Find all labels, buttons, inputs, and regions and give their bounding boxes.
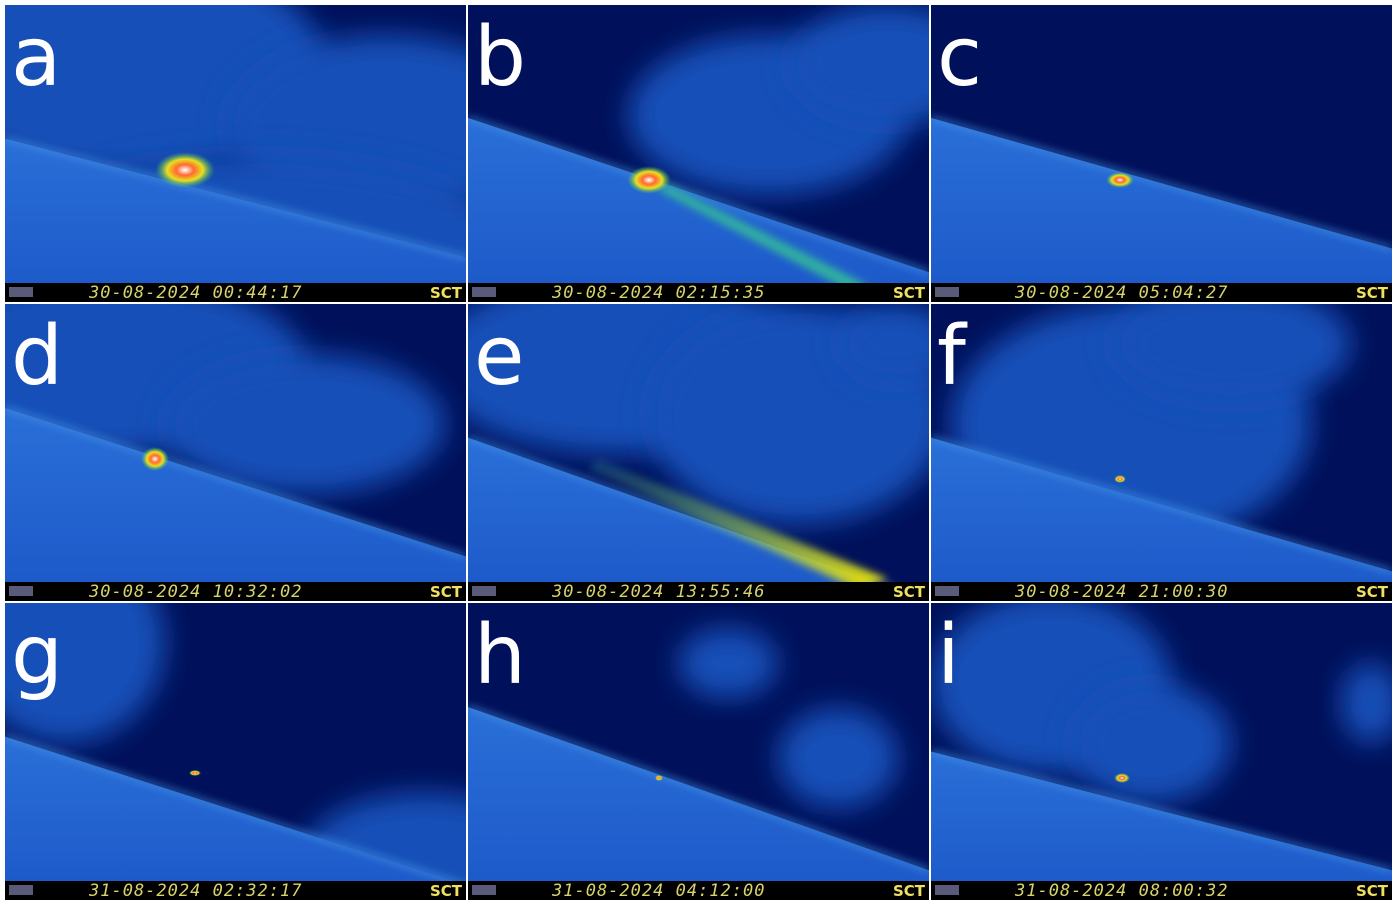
timestamp: 30-08-2024 05:04:27 [1014,283,1228,303]
timestamp: 30-08-2024 21:00:30 [1014,582,1228,602]
camera-code: SCT [1356,583,1389,601]
logo [9,287,33,297]
panel-label: g [11,608,63,703]
panel-label: i [937,608,960,703]
timestamp: 30-08-2024 02:15:35 [551,283,765,303]
thermal-image: 30-08-2024 05:04:27 SCT c [931,5,1392,303]
panel-label: h [474,608,526,703]
panel-label: b [474,10,526,105]
timestamp: 30-08-2024 10:32:02 [88,582,302,602]
hot-spot [1106,172,1134,188]
hot-spot [627,166,671,194]
hot-spot [655,775,663,781]
page: {"panels": [ {"label": "a", "timestamp":… [0,0,1400,902]
camera-code: SCT [1356,882,1389,900]
thermal-image: 30-08-2024 13:55:46 SCT e [428,274,958,602]
camera-code: SCT [893,583,926,601]
camera-code: SCT [430,882,463,900]
logo [9,885,33,895]
timestamp: 31-08-2024 04:12:00 [551,881,765,901]
figure-grid: 30-08-2024 00:44:17 SCT a 30-08-2024 02:15:… [0,0,1400,902]
hot-spot [141,447,169,471]
cloud [678,628,778,698]
panel-label: f [937,309,968,404]
timestamp: 31-08-2024 08:00:32 [1014,881,1228,901]
panel: 31-08-2024 08:00:32 SCT i [931,593,1400,901]
camera-code: SCT [893,882,926,900]
thermal-image: 31-08-2024 04:12:00 SCT h [468,603,929,901]
hot-spot [1114,475,1126,483]
panel-label: c [937,10,982,105]
timestamp: 30-08-2024 13:55:46 [551,582,765,602]
panel: 30-08-2024 13:55:46 SCT e [428,274,958,602]
thermal-image: 30-08-2024 10:32:02 SCT d [0,274,466,602]
thermal-image: 30-08-2024 00:44:17 SCT a [0,0,545,335]
camera-code: SCT [430,583,463,601]
thermal-image: 30-08-2024 02:15:35 SCT b [468,5,988,303]
logo [9,586,33,596]
panel: 30-08-2024 02:15:35 SCT b [468,5,988,303]
cloud [1071,683,1231,803]
panel-label: e [474,309,524,404]
hot-spot [1114,773,1130,783]
camera-code: SCT [1356,284,1389,302]
panel: 30-08-2024 21:00:30 SCT f [931,284,1392,602]
logo [472,885,496,895]
cloud [778,708,898,808]
camera-code: SCT [893,284,926,302]
thermal-image: 31-08-2024 08:00:32 SCT i [931,593,1400,901]
thermal-image: 30-08-2024 21:00:30 SCT f [931,284,1392,602]
panel: 30-08-2024 10:32:02 SCT d [0,274,466,602]
logo [935,586,959,596]
panel: 31-08-2024 04:12:00 SCT h [468,603,929,901]
logo [472,586,496,596]
logo [935,885,959,895]
hot-spot [155,152,215,188]
panel: 30-08-2024 00:44:17 SCT a [0,0,545,335]
panel-label: a [11,10,61,105]
logo [935,287,959,297]
timestamp: 31-08-2024 02:32:17 [88,881,302,901]
logo [472,287,496,297]
cloud [1341,663,1400,743]
camera-code: SCT [430,284,463,302]
panel-label: d [11,309,63,404]
panel: 30-08-2024 05:04:27 SCT c [931,5,1392,303]
hot-spot [189,770,201,776]
timestamp: 30-08-2024 00:44:17 [88,283,302,303]
